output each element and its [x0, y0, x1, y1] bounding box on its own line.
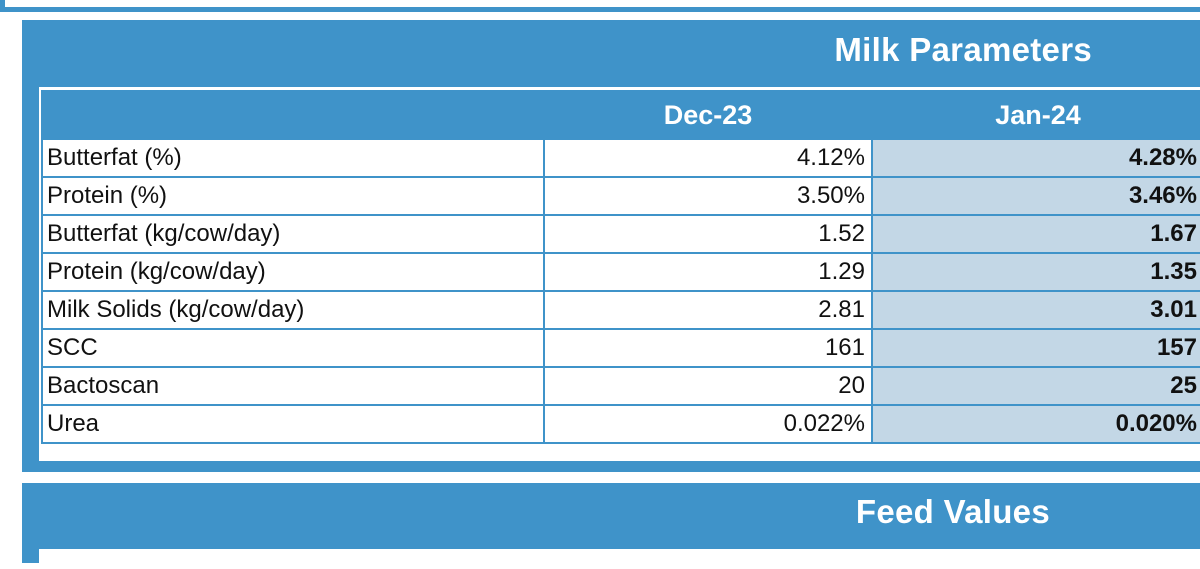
dec-value: 20 — [543, 366, 873, 406]
row-label: Bactoscan — [41, 366, 545, 406]
milk-parameters-title: Milk Parameters — [834, 31, 1092, 68]
row-label: SCC — [41, 328, 545, 368]
dec-value: 1.29 — [543, 252, 873, 292]
feed-values-title: Feed Values — [855, 493, 1050, 530]
header-blank-cell — [41, 90, 545, 140]
row-label: Butterfat (kg/cow/day) — [41, 214, 545, 254]
jan-value: 4.28% — [871, 138, 1200, 178]
table-row: Protein (kg/cow/day) 1.29 1.35 — [41, 252, 1200, 292]
table-row: Butterfat (%) 4.12% 4.28% — [41, 138, 1200, 178]
jan-value: 25 — [871, 366, 1200, 406]
previous-section-panel — [0, 0, 1200, 12]
dec-value: 0.022% — [543, 404, 873, 444]
feed-values-panel: Feed Values — [22, 483, 1200, 569]
dec-value: 1.52 — [543, 214, 873, 254]
header-jan-24: Jan-24 — [871, 90, 1200, 140]
dec-value: 2.81 — [543, 290, 873, 330]
table-row: Milk Solids (kg/cow/day) 2.81 3.01 — [41, 290, 1200, 330]
table-row: Protein (%) 3.50% 3.46% — [41, 176, 1200, 216]
dec-value: 3.50% — [543, 176, 873, 216]
dec-value: 4.12% — [543, 138, 873, 178]
dec-value: 161 — [543, 328, 873, 368]
header-dec-23: Dec-23 — [543, 90, 873, 140]
row-label: Protein (%) — [41, 176, 545, 216]
table-row: Urea 0.022% 0.020% — [41, 404, 1200, 444]
table-row: SCC 161 157 — [41, 328, 1200, 368]
table-row: Butterfat (kg/cow/day) 1.52 1.67 — [41, 214, 1200, 254]
table-header-row: Dec-23 Jan-24 — [41, 90, 1200, 140]
row-label: Butterfat (%) — [41, 138, 545, 178]
jan-value: 157 — [871, 328, 1200, 368]
jan-value: 1.67 — [871, 214, 1200, 254]
jan-value: 3.46% — [871, 176, 1200, 216]
row-label: Urea — [41, 404, 545, 444]
milk-parameters-panel: Milk Parameters Dec-23 Jan-24 Butterfat … — [22, 20, 1200, 472]
table-row: Bactoscan 20 25 — [41, 366, 1200, 406]
jan-value: 1.35 — [871, 252, 1200, 292]
milk-parameters-table: Dec-23 Jan-24 Butterfat (%) 4.12% 4.28% … — [41, 90, 1200, 444]
milk-parameters-table-area: Dec-23 Jan-24 Butterfat (%) 4.12% 4.28% … — [39, 87, 1200, 461]
row-label: Milk Solids (kg/cow/day) — [41, 290, 545, 330]
jan-value: 3.01 — [871, 290, 1200, 330]
jan-value: 0.020% — [871, 404, 1200, 444]
row-label: Protein (kg/cow/day) — [41, 252, 545, 292]
feed-values-table-area — [39, 549, 1200, 569]
